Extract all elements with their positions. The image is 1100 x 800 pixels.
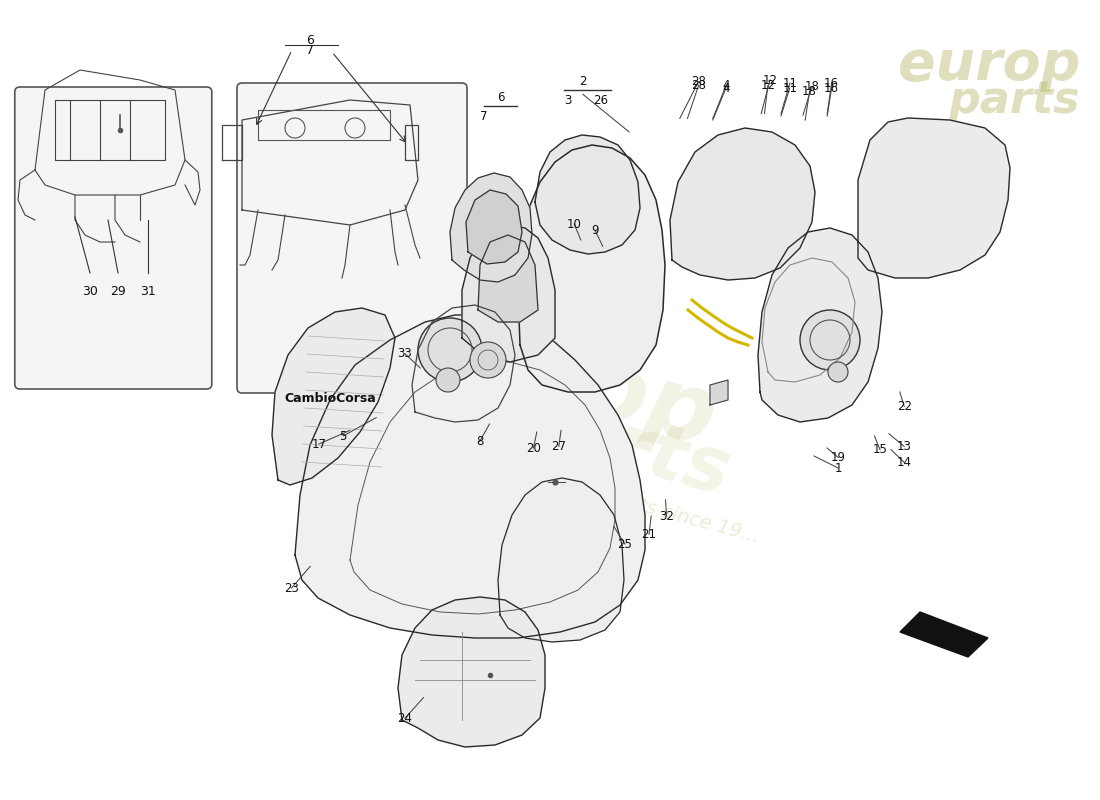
Polygon shape <box>398 597 544 747</box>
Text: 10: 10 <box>566 218 582 230</box>
Text: 21: 21 <box>641 528 657 541</box>
Text: 14: 14 <box>896 456 912 469</box>
Text: CambioCorsa: CambioCorsa <box>284 392 376 405</box>
Polygon shape <box>710 380 728 405</box>
Polygon shape <box>478 235 538 322</box>
Text: 28: 28 <box>691 75 706 88</box>
Text: 12: 12 <box>760 79 775 92</box>
FancyBboxPatch shape <box>14 87 212 389</box>
Text: a passion for parts since 19...: a passion for parts since 19... <box>478 454 762 546</box>
Text: 26: 26 <box>593 94 608 106</box>
FancyBboxPatch shape <box>236 83 468 393</box>
Polygon shape <box>900 612 988 657</box>
Text: 9: 9 <box>592 224 598 237</box>
Text: europ: europ <box>394 294 726 466</box>
Polygon shape <box>295 315 645 638</box>
Text: 25: 25 <box>617 538 632 550</box>
Text: 11: 11 <box>782 82 797 94</box>
Polygon shape <box>466 190 522 264</box>
Text: 18: 18 <box>802 85 817 98</box>
Text: 28: 28 <box>691 79 706 92</box>
Text: 6: 6 <box>306 34 313 46</box>
Text: 16: 16 <box>824 82 839 94</box>
Polygon shape <box>272 308 395 485</box>
Text: 11: 11 <box>782 77 797 90</box>
Circle shape <box>418 318 482 382</box>
Text: europ: europ <box>898 38 1080 92</box>
Polygon shape <box>535 135 640 254</box>
Polygon shape <box>462 225 556 362</box>
Text: 4: 4 <box>723 82 729 94</box>
Text: 22: 22 <box>896 400 912 413</box>
Polygon shape <box>498 478 624 642</box>
Text: 7: 7 <box>306 44 313 57</box>
Text: 20: 20 <box>526 442 541 454</box>
Text: 33: 33 <box>397 347 412 360</box>
Polygon shape <box>518 145 666 392</box>
Text: parts: parts <box>948 78 1080 122</box>
Circle shape <box>800 310 860 370</box>
Text: 6: 6 <box>497 91 504 104</box>
Text: 27: 27 <box>551 440 566 453</box>
Text: 23: 23 <box>284 582 299 594</box>
Text: 32: 32 <box>659 510 674 522</box>
Polygon shape <box>670 128 815 280</box>
Text: 17: 17 <box>311 438 327 450</box>
Text: parts: parts <box>502 380 738 510</box>
Text: 3: 3 <box>564 94 571 106</box>
Text: 7: 7 <box>481 110 487 122</box>
Text: 4: 4 <box>723 79 729 92</box>
Text: 2: 2 <box>580 75 586 88</box>
Polygon shape <box>450 173 532 282</box>
Text: 30: 30 <box>82 285 98 298</box>
Circle shape <box>436 368 460 392</box>
Text: 31: 31 <box>140 285 156 298</box>
Text: 12: 12 <box>762 74 778 86</box>
Circle shape <box>470 342 506 378</box>
Text: 1: 1 <box>835 462 842 474</box>
Text: 15: 15 <box>872 443 888 456</box>
Text: 13: 13 <box>896 440 912 453</box>
Polygon shape <box>858 118 1010 278</box>
Polygon shape <box>758 228 882 422</box>
Circle shape <box>828 362 848 382</box>
Text: 18: 18 <box>804 80 820 93</box>
Text: 29: 29 <box>110 285 125 298</box>
Text: 19: 19 <box>830 451 846 464</box>
Text: 16: 16 <box>824 77 839 90</box>
Text: 24: 24 <box>397 712 412 725</box>
Text: 8: 8 <box>476 435 483 448</box>
Text: 5: 5 <box>340 430 346 442</box>
